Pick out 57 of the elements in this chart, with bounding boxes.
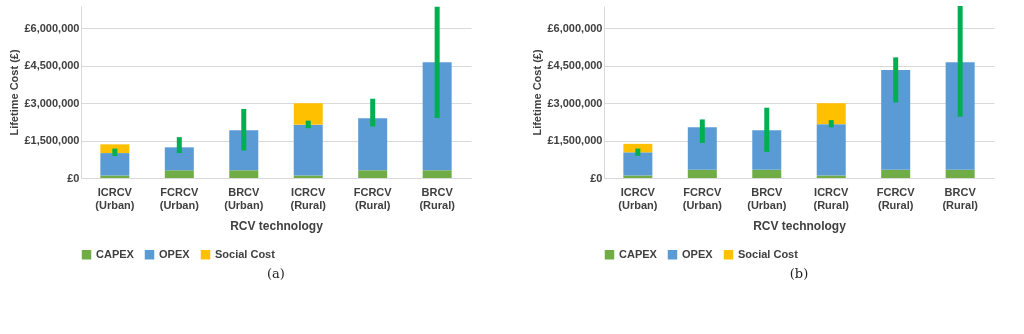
x-tick-label: ICRCV (Rural): [813, 185, 850, 211]
bar: [945, 62, 975, 170]
y-tick-label: £3,000,000: [547, 96, 603, 109]
x-tick-label: BRCV (Urban): [224, 185, 264, 211]
bar: [752, 130, 782, 170]
x-tick-label: BRCV (Rural): [419, 185, 456, 211]
bar: [816, 103, 846, 125]
x-axis-title: RCV technology: [753, 218, 847, 233]
x-tick-label: FCRCV (Urban): [682, 185, 723, 211]
x-tick-label: ICRCV (Urban): [618, 185, 658, 211]
bar: [881, 70, 911, 170]
bar: [293, 103, 323, 125]
bar: [358, 118, 388, 171]
bar: [687, 169, 717, 178]
x-tick-label: FCRCV (Rural): [876, 185, 916, 211]
x-tick-label: BRCV (Rural): [942, 185, 979, 211]
y-axis-title: Lifetime Cost (£): [531, 49, 544, 136]
bar: [358, 170, 388, 178]
x-tick-label: FCRCV (Urban): [159, 185, 200, 211]
bar: [623, 152, 653, 176]
bar: [687, 127, 717, 170]
bar: [293, 124, 323, 176]
legend-label: Social Cost: [738, 247, 799, 260]
x-tick-label: ICRCV (Urban): [95, 185, 135, 211]
bar: [422, 62, 452, 171]
y-tick-label: £0: [590, 171, 603, 184]
x-tick-label: FCRCV (Rural): [353, 185, 393, 211]
legend-label: CAPEX: [96, 247, 135, 260]
y-tick-label: £3,000,000: [24, 96, 80, 109]
y-tick-label: £4,500,000: [547, 59, 603, 72]
bar: [881, 169, 911, 178]
bar: [752, 169, 782, 178]
bar: [816, 124, 846, 176]
y-tick-label: £0: [67, 171, 80, 184]
bar: [945, 169, 975, 178]
legend-label: CAPEX: [619, 247, 658, 260]
x-tick-label: BRCV (Urban): [747, 185, 787, 211]
bar: [100, 144, 130, 154]
legend-label: OPEX: [682, 247, 714, 260]
bar: [164, 147, 194, 171]
bar: [229, 130, 259, 171]
bar: [164, 170, 194, 178]
bar: [229, 170, 259, 178]
x-tick-label: ICRCV (Rural): [290, 185, 327, 211]
y-tick-label: £6,000,000: [547, 21, 603, 34]
legend-label: OPEX: [159, 247, 191, 260]
bar: [422, 170, 452, 178]
y-tick-label: £6,000,000: [24, 21, 80, 34]
y-tick-label: £4,500,000: [24, 59, 80, 72]
legend-label: Social Cost: [215, 247, 276, 260]
bar: [100, 153, 130, 176]
y-tick-label: £1,500,000: [547, 134, 603, 147]
y-tick-label: £1,500,000: [24, 134, 80, 147]
text: (a): [267, 266, 285, 281]
y-axis-title: Lifetime Cost (£): [8, 49, 21, 136]
x-axis-title: RCV technology: [230, 218, 324, 233]
text: (b): [789, 266, 809, 281]
